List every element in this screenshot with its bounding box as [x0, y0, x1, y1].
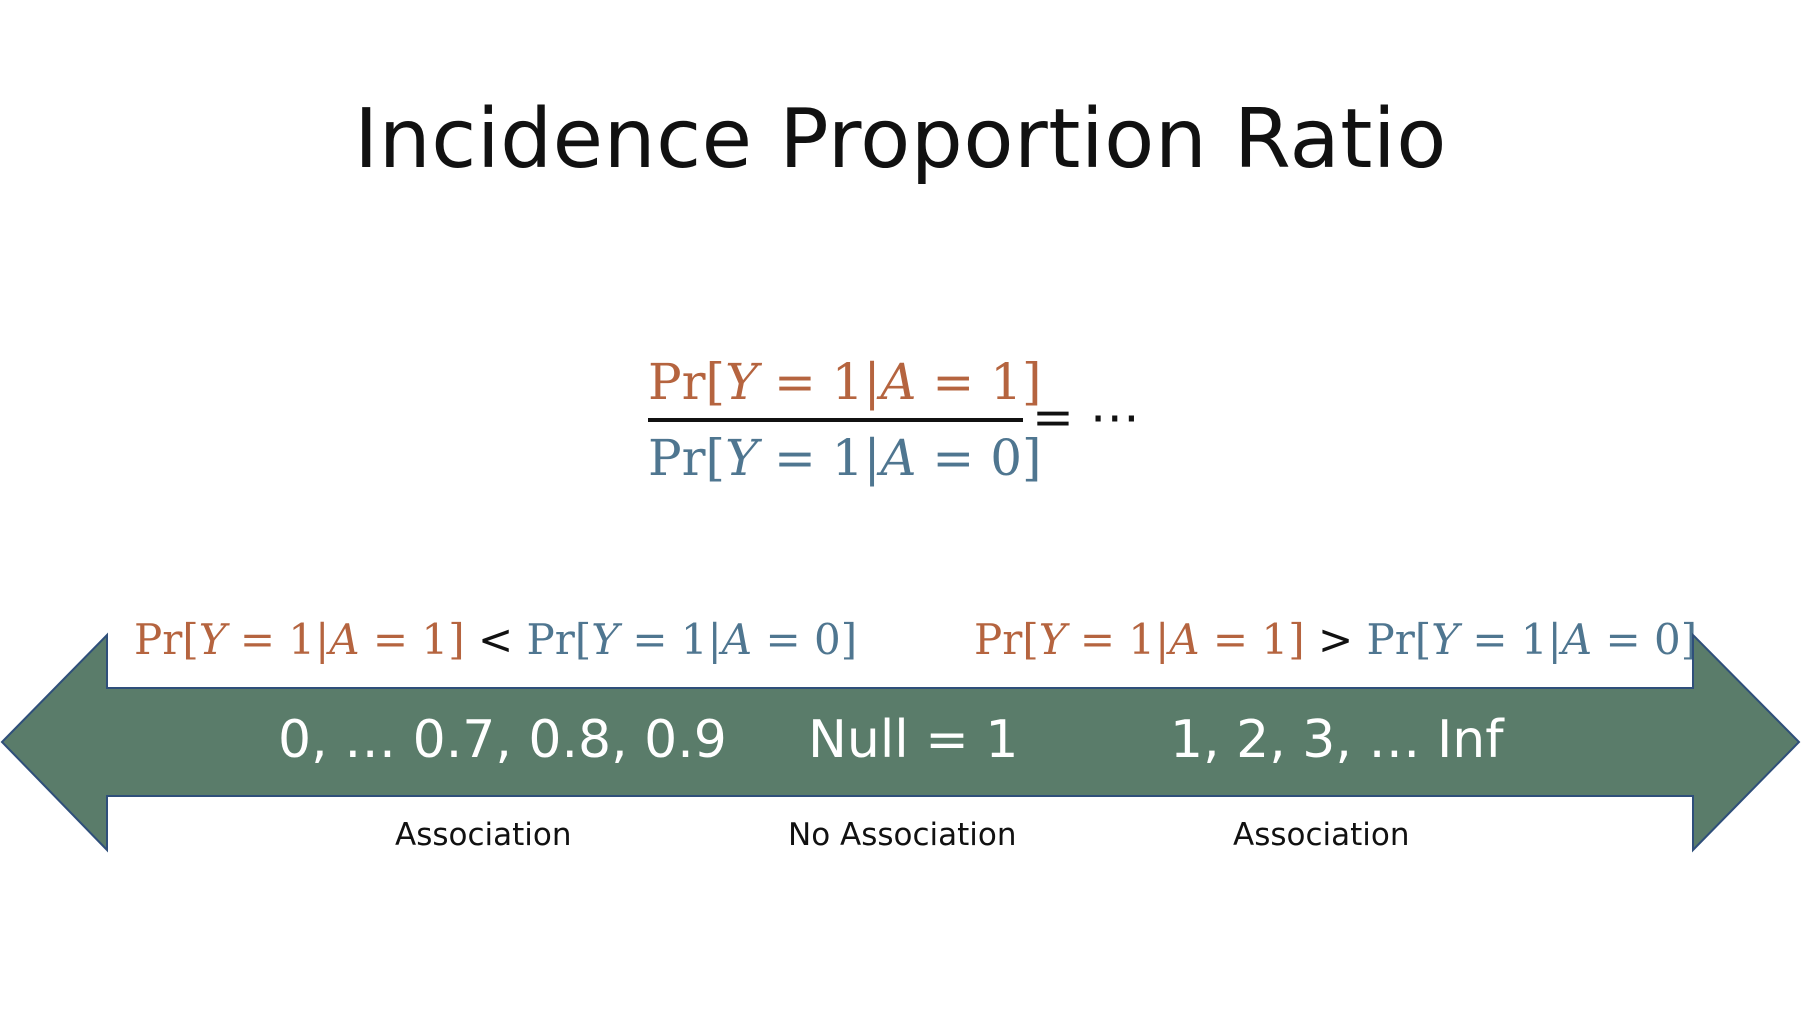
equals-one-given: = 1| [758, 353, 881, 411]
var-y: Y [1038, 615, 1067, 664]
fraction-denominator: Pr[Y = 1|A = 0] [648, 426, 1042, 490]
pr-function: Pr [974, 615, 1023, 664]
equals-one-given: = 1| [758, 429, 881, 487]
scale-below-null: 0, … 0.7, 0.8, 0.9 [278, 710, 727, 770]
pr-function: Pr [526, 615, 575, 664]
var-y: Y [591, 615, 619, 664]
var-a: A [1561, 615, 1593, 664]
var-a: A [880, 353, 917, 411]
double-arrow-shape [0, 632, 1801, 853]
label-association-left: Association [395, 817, 572, 853]
scale-null: Null = 1 [808, 710, 1019, 770]
pr-function: Pr [1366, 615, 1415, 664]
label-association-right: Association [1233, 817, 1410, 853]
bracket-close: ] [840, 615, 858, 664]
condition-less-than: Pr[Y = 1|A = 1] < Pr[Y = 1|A = 0] [134, 612, 857, 668]
less-than-operator: < [477, 615, 514, 664]
condition-exposed-term: Pr[Y = 1|A = 1] [134, 615, 465, 664]
equals-one-given: = 1| [1066, 615, 1170, 664]
bracket-close: ] [1022, 429, 1042, 487]
equals-one-given: = 1| [618, 615, 722, 664]
condition-greater-than: Pr[Y = 1|A = 1] > Pr[Y = 1|A = 0] [974, 612, 1697, 668]
pr-function: Pr [648, 429, 706, 487]
slide-title: Incidence Proportion Ratio [354, 92, 1447, 187]
fraction-bar [648, 418, 1023, 422]
fraction-numerator: Pr[Y = 1|A = 1] [648, 350, 1042, 414]
var-y: Y [725, 353, 759, 411]
greater-than-operator: > [1317, 615, 1354, 664]
scale-above-null: 1, 2, 3, … Inf [1170, 710, 1504, 770]
bracket-open: [ [1022, 615, 1039, 664]
condition-unexposed-term: Pr[Y = 1|A = 0] [1367, 615, 1698, 664]
bracket-open: [ [182, 615, 199, 664]
equals-value: = 0 [1592, 615, 1681, 664]
var-a: A [880, 429, 917, 487]
var-y: Y [1431, 615, 1459, 664]
double-arrow [0, 632, 1801, 853]
pr-function: Pr [134, 615, 183, 664]
ratio-fraction: Pr[Y = 1|A = 1] Pr[Y = 1|A = 0] [648, 350, 1042, 490]
var-a: A [1169, 615, 1200, 664]
bracket-close: ] [1288, 615, 1305, 664]
bracket-close: ] [1022, 353, 1042, 411]
equals-value: = 1 [1199, 615, 1289, 664]
bracket-open: [ [705, 353, 726, 411]
label-no-association: No Association [788, 817, 1017, 853]
pr-function: Pr [648, 353, 706, 411]
equals-value: = 0 [752, 615, 841, 664]
equals-value: = 1 [359, 615, 449, 664]
bracket-open: [ [705, 429, 726, 487]
equals-value: = 0 [916, 429, 1023, 487]
equals-value: = 1 [916, 353, 1023, 411]
bracket-close: ] [448, 615, 465, 664]
equals-ellipsis: = ⋯ [1032, 388, 1140, 446]
var-a: A [329, 615, 360, 664]
equals-one-given: = 1| [1458, 615, 1562, 664]
var-y: Y [725, 429, 759, 487]
equals-one-given: = 1| [226, 615, 330, 664]
condition-unexposed-term: Pr[Y = 1|A = 0] [527, 615, 858, 664]
bracket-open: [ [574, 615, 592, 664]
var-a: A [721, 615, 753, 664]
condition-exposed-term: Pr[Y = 1|A = 1] [974, 615, 1305, 664]
bracket-open: [ [1414, 615, 1432, 664]
var-y: Y [198, 615, 227, 664]
